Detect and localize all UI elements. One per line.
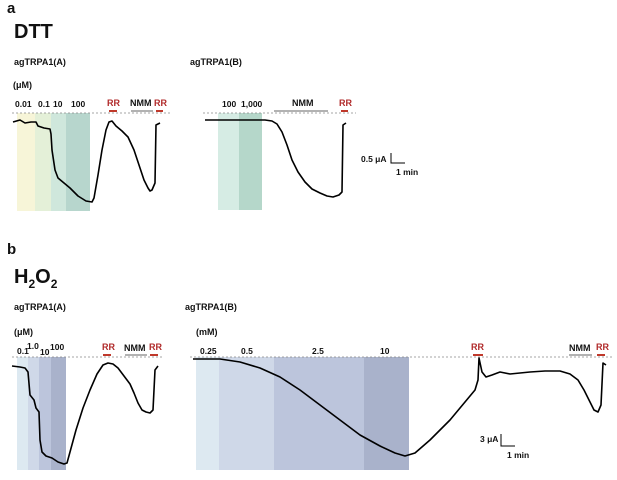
h2o2-a-rr1-label: RR xyxy=(102,342,115,352)
panel-b-title-h: H xyxy=(14,266,29,288)
h2o2-b-conc-1: 0.25 xyxy=(200,346,217,356)
h2o2-b-conc-3: 2.5 xyxy=(312,346,324,356)
dtt-a-shade-100 xyxy=(66,113,90,211)
panel-b-title: H2O2 xyxy=(14,266,57,291)
h2o2-scale-bar xyxy=(500,434,515,447)
dtt-a-unit: (μM) xyxy=(13,80,32,90)
h2o2-a-conc-3: 10 xyxy=(40,347,50,357)
h2o2-b-unit: (mM) xyxy=(196,327,218,337)
dtt-b-shade-100 xyxy=(218,113,239,210)
h2o2-b-conc-2: 0.5 xyxy=(241,346,253,356)
h2o2-a-channel-label: agTRPA1(A) xyxy=(14,302,66,312)
dtt-b-conc-1: 100 xyxy=(222,99,237,109)
dtt-a-rr2-label: RR xyxy=(154,98,167,108)
h2o2-scale-current: 3 μA xyxy=(480,434,499,444)
panel-b-title-o: O xyxy=(35,266,51,288)
panel-a-letter: a xyxy=(7,0,16,17)
h2o2-b-shade-2.5 xyxy=(274,357,364,470)
h2o2-scale-time: 1 min xyxy=(507,450,530,460)
h2o2-a-shade-10 xyxy=(39,357,51,470)
h2o2-a-unit: (μM) xyxy=(14,327,33,337)
h2o2-a-conc-1: 0.1 xyxy=(17,346,29,356)
h2o2-a-conc-2: 1.0 xyxy=(27,341,39,351)
dtt-scale-time: 1 min xyxy=(396,167,419,177)
h2o2-a-shade-1.0 xyxy=(28,357,39,470)
dtt-b-nmm-label: NMM xyxy=(292,98,314,108)
dtt-b-shade-1000 xyxy=(239,113,262,210)
dtt-a-conc-4: 100 xyxy=(71,99,86,109)
h2o2-b-shade-0.25 xyxy=(196,357,219,470)
h2o2-a-conc-4: 100 xyxy=(50,342,65,352)
dtt-a-shade-0.1 xyxy=(35,113,51,211)
dtt-b-channel-label: agTRPA1(B) xyxy=(190,57,242,67)
h2o2-b-nmm-label: NMM xyxy=(569,343,591,353)
h2o2-a-trace xyxy=(11,362,159,465)
h2o2-b-shade-10 xyxy=(364,357,409,470)
dtt-b-trace xyxy=(205,119,347,198)
dtt-a-nmm-label: NMM xyxy=(130,98,152,108)
dtt-b-conc-2: 1,000 xyxy=(241,99,263,109)
dtt-scale-current: 0.5 μA xyxy=(361,154,387,164)
h2o2-a-nmm-label: NMM xyxy=(124,343,146,353)
h2o2-b-rr2-label: RR xyxy=(596,342,609,352)
h2o2-b-rr1-label: RR xyxy=(471,342,484,352)
h2o2-b-shade-0.5 xyxy=(219,357,274,470)
dtt-a-channel-label: agTRPA1(A) xyxy=(14,57,66,67)
dtt-a-conc-1: 0.01 xyxy=(15,99,32,109)
dtt-a-conc-3: 10 xyxy=(53,99,63,109)
dtt-a-trace xyxy=(12,119,161,203)
panel-b-letter: b xyxy=(7,241,17,258)
h2o2-a-rr2-label: RR xyxy=(149,342,162,352)
dtt-a-rr1-label: RR xyxy=(107,98,120,108)
dtt-a-conc-2: 0.1 xyxy=(38,99,50,109)
dtt-a-shade-0.01 xyxy=(17,113,35,211)
panel-b-title-sub2: 2 xyxy=(50,277,58,291)
panel-a-title: DTT xyxy=(14,21,53,43)
dtt-b-rr-label: RR xyxy=(339,98,352,108)
dtt-a-shade-10 xyxy=(51,113,66,211)
dtt-scale-bar xyxy=(390,153,405,164)
panel-b-title-sub1: 2 xyxy=(28,277,36,291)
h2o2-b-trace xyxy=(193,357,607,457)
h2o2-a-shade-100 xyxy=(51,357,66,470)
h2o2-b-channel-label: agTRPA1(B) xyxy=(185,302,237,312)
h2o2-b-conc-4: 10 xyxy=(380,346,390,356)
h2o2-a-shade-0.1 xyxy=(17,357,28,470)
